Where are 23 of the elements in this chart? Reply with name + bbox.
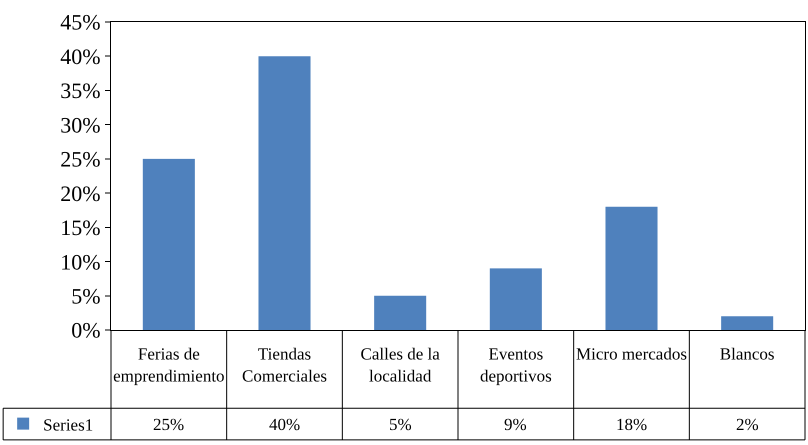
y-tick-label: 40% [60,44,101,69]
y-tick-label: 5% [71,283,101,308]
data-label: 18% [616,415,648,434]
x-tick-label: Ferias de emprendimiento [113,344,225,386]
y-tick-label: 10% [60,249,101,274]
data-label: 9% [504,415,527,434]
data-label: 2% [736,415,759,434]
x-tick-label: Calles de la localidad [360,344,440,386]
y-tick-label: 15% [60,215,101,240]
legend-label: Series1 [43,415,94,434]
x-tick-label: Eventos deportivos [480,344,552,386]
y-tick-label: 25% [60,146,101,172]
x-tick-label: Tiendas Comerciales [242,344,327,386]
x-tick-label: Micro mercados [576,344,687,364]
y-tick-label: 0% [71,318,101,343]
data-label: 40% [269,415,300,434]
data-label: 25% [153,415,184,434]
y-tick-label: 45% [60,10,101,35]
y-tick-label: 35% [60,78,101,104]
x-tick-label: Blancos [720,344,775,364]
y-tick-label: 20% [60,180,101,206]
y-tick-label: 30% [60,112,101,138]
data-label: 5% [389,415,412,434]
